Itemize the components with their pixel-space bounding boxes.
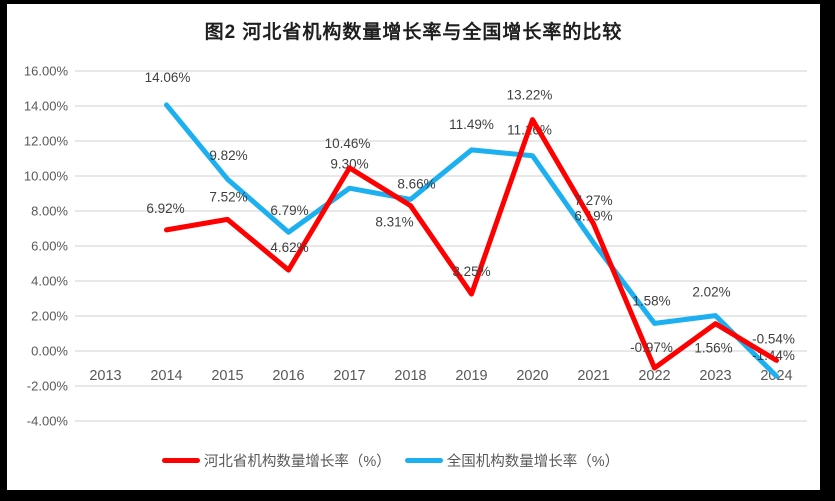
chart-title: 图2 河北省机构数量增长率与全国增长率的比较 [204,22,623,43]
hebei-data-label: 7.52% [209,189,247,204]
x-axis-tick-label: 2013 [89,368,121,384]
national-data-label: 8.66% [397,176,435,191]
x-axis-tick-label: 2018 [394,368,426,384]
legend-label-hebei: 河北省机构数量增长率（%） [203,453,391,470]
hebei-data-label: 7.27% [574,193,612,208]
hebei-data-label: -0.54% [752,331,795,346]
hebei-data-label: 3.25% [452,264,490,279]
y-axis-tick-label: 12.00% [24,134,69,149]
legend-label-national: 全国机构数量增长率（%） [446,453,620,470]
hebei-data-label: 10.46% [325,136,371,151]
y-axis-tick-label: -4.00% [27,414,69,429]
y-axis-tick-label: 4.00% [31,274,68,289]
national-data-label: 6.19% [574,209,612,224]
hebei-data-label: -0.97% [630,340,673,355]
hebei-data-label: 1.56% [694,341,732,356]
y-axis-tick-label: 10.00% [24,169,69,184]
national-data-label: 9.82% [209,148,247,163]
hebei-data-label: 8.31% [375,215,413,230]
x-axis-tick-label: 2015 [211,368,243,384]
y-axis-tick-label: 6.00% [31,239,68,254]
national-data-label: 14.06% [145,70,191,85]
x-axis-tick-label: 2019 [455,368,487,384]
y-axis-tick-label: 8.00% [31,204,68,219]
legend-item-hebei: 河北省机构数量增长率（%） [161,450,391,471]
legend-item-national: 全国机构数量增长率（%） [404,450,620,471]
national-data-label: 2.02% [692,285,730,300]
hebei-data-label: 6.92% [146,201,184,216]
national-data-label: 11.49% [449,117,494,132]
chart-legend: 河北省机构数量增长率（%） 全国机构数量增长率（%） [7,448,820,472]
national-line-swatch [404,457,443,463]
national-data-label: 9.30% [330,156,368,171]
national-data-label: 6.79% [270,203,308,218]
x-axis-tick-label: 2014 [150,368,182,384]
y-axis-tick-label: 16.00% [24,64,69,79]
x-axis-tick-label: 2021 [577,368,609,384]
y-axis-tick-label: 14.00% [24,99,69,114]
chart-canvas: 图2 河北省机构数量增长率与全国增长率的比较 16.00% 14.00% 12.00… [7,4,820,490]
x-axis-tick-label: 2020 [516,368,548,384]
national-series-line [164,102,779,379]
national-data-label: 1.58% [632,293,670,308]
x-axis-tick-label: 2017 [333,368,365,384]
x-axis-tick-label: 2023 [699,368,731,384]
y-axis-tick-label: 2.00% [31,309,68,324]
y-axis-tick-label: 0.00% [31,344,68,359]
hebei-series-line [164,117,779,371]
y-axis-tick-label: -2.00% [27,379,69,394]
hebei-line-swatch [161,457,200,463]
x-axis-tick-label: 2016 [272,368,304,384]
hebei-data-label: 4.62% [270,240,308,255]
chart-plot-area: 16.00% 14.00% 12.00% 10.00% 8.00% 6.00% 4.00% 2… [24,64,807,429]
x-axis-tick-label: 2022 [638,368,670,384]
hebei-data-label: 13.22% [507,88,553,103]
